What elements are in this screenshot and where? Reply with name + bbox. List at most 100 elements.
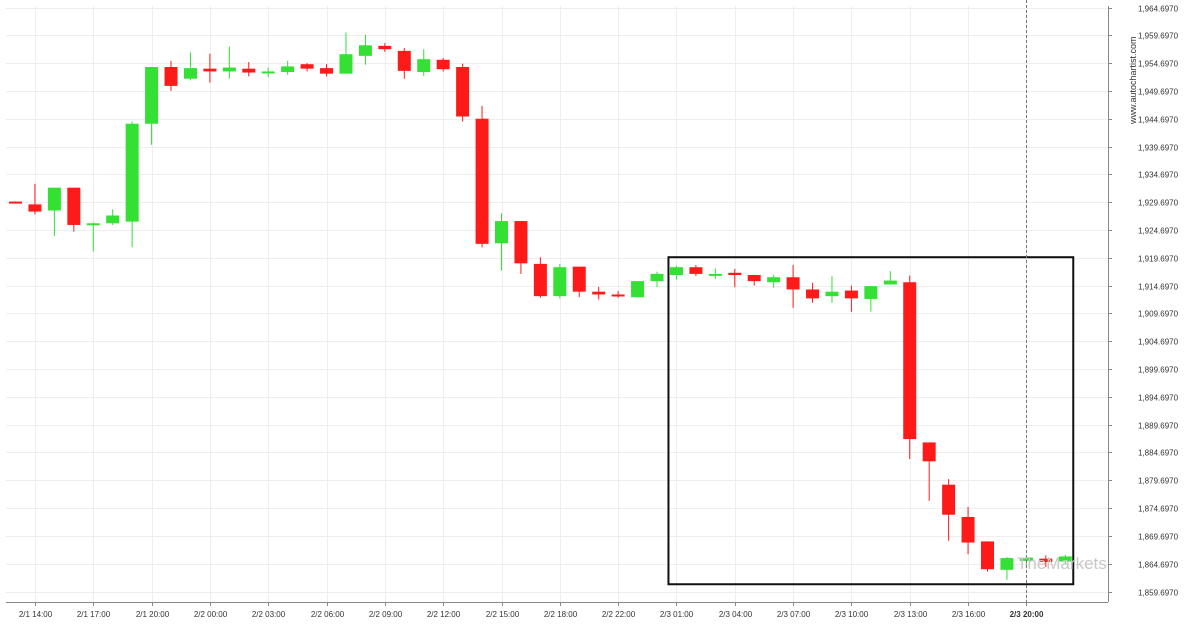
candle-body: [86, 223, 100, 226]
candle: [533, 257, 547, 298]
candle-body: [553, 267, 567, 297]
candle-body: [261, 71, 275, 74]
candle: [47, 187, 61, 237]
x-tick-label: 2/2 15:00: [486, 610, 520, 619]
candle-body: [203, 68, 217, 72]
candle-body: [475, 118, 489, 244]
y-tick-label: 1,929.6970: [1138, 199, 1179, 208]
y-tick-label: 1,894.6970: [1138, 394, 1179, 403]
candle-body: [417, 59, 431, 73]
candle: [767, 275, 781, 288]
candle: [650, 271, 664, 288]
candle: [358, 34, 372, 65]
candle-body: [592, 291, 606, 295]
candle-body: [1019, 557, 1033, 561]
candle: [747, 275, 761, 286]
candle: [825, 276, 839, 303]
brand-prefix: The: [1017, 554, 1046, 573]
candle-body: [9, 201, 22, 204]
candle: [28, 183, 42, 215]
candle: [125, 121, 139, 248]
candle-body: [1039, 558, 1053, 563]
candle-body: [922, 442, 936, 462]
candle: [1058, 554, 1072, 564]
candle: [922, 442, 936, 501]
candle-body: [689, 267, 703, 274]
candle-body: [1058, 556, 1072, 562]
y-tick-label: 1,889.6970: [1138, 422, 1179, 431]
candle-body: [339, 54, 353, 74]
candle-body: [650, 273, 664, 282]
brand-logo: TheMarkets: [1017, 554, 1107, 573]
candle: [86, 222, 100, 252]
x-tick-label: 2/2 03:00: [252, 610, 286, 619]
candle-body: [631, 281, 645, 298]
candle: [786, 264, 800, 308]
candle: [903, 275, 917, 460]
candle-body: [320, 68, 334, 74]
x-tick-label: 2/2 06:00: [311, 610, 345, 619]
y-tick-label: 1,924.6970: [1138, 227, 1179, 236]
candle-body: [825, 291, 839, 297]
candle: [378, 43, 392, 52]
x-tick-label: 2/1 17:00: [77, 610, 111, 619]
candle-body: [572, 266, 586, 292]
candle-body: [611, 294, 625, 297]
candles: [9, 32, 1072, 580]
y-tick-label: 1,934.6970: [1138, 171, 1179, 180]
y-tick-label: 1,864.6970: [1138, 561, 1179, 570]
candle-body: [222, 67, 236, 72]
candle: [222, 46, 236, 79]
candle: [495, 213, 508, 271]
y-tick-label: 1,944.6970: [1138, 116, 1179, 125]
candle-body: [495, 221, 508, 244]
x-tick-label: 2/3 07:00: [777, 610, 811, 619]
candle: [883, 271, 897, 285]
candle-body: [378, 45, 392, 50]
y-tick-label: 1,874.6970: [1138, 505, 1179, 514]
candle: [728, 268, 742, 288]
candle: [456, 63, 470, 122]
y-tick-label: 1,884.6970: [1138, 449, 1179, 458]
candle: [592, 286, 606, 300]
candle-body: [183, 68, 197, 79]
candle: [261, 67, 275, 78]
candle: [9, 201, 22, 204]
x-tick-label: 2/2 22:00: [602, 610, 636, 619]
y-tick-label: 1,869.6970: [1138, 533, 1179, 542]
svg-text:TheMarkets: TheMarkets: [1017, 554, 1107, 573]
y-tick-label: 1,859.6970: [1138, 589, 1179, 598]
candle: [981, 541, 994, 572]
y-tick-label: 1,879.6970: [1138, 477, 1179, 486]
candle: [572, 266, 586, 298]
x-tick-label: 2/2 12:00: [427, 610, 461, 619]
candle-body: [106, 215, 120, 224]
y-tick-label: 1,964.6970: [1138, 5, 1179, 14]
candle-body: [514, 221, 528, 264]
candle: [631, 281, 645, 298]
candle-body: [669, 267, 683, 276]
candle-body: [942, 484, 956, 515]
candle: [300, 63, 314, 72]
candle: [689, 264, 703, 277]
y-tick-label: 1,909.6970: [1138, 310, 1179, 319]
candle: [164, 60, 178, 91]
candle: [961, 506, 975, 555]
candle-body: [164, 66, 178, 86]
candle-body: [281, 66, 295, 73]
candle: [436, 58, 450, 72]
candle: [1000, 556, 1014, 580]
candle: [475, 105, 489, 248]
candle: [553, 263, 567, 299]
x-tick-label: 2/1 14:00: [19, 610, 53, 619]
candle-body: [864, 286, 878, 299]
candle-body: [47, 187, 61, 211]
candle-body: [903, 282, 917, 440]
candle-body: [728, 272, 742, 276]
candle-body: [67, 187, 81, 225]
candle-body: [456, 66, 470, 117]
candle-body: [961, 516, 975, 543]
y-tick-label: 1,904.6970: [1138, 338, 1179, 347]
x-tick-label: 2/3 01:00: [660, 610, 694, 619]
